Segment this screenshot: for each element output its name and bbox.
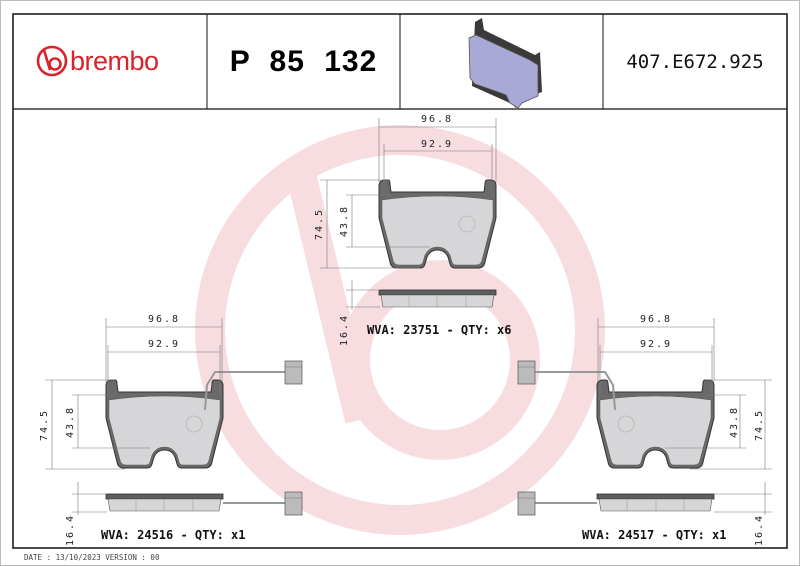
part-number: P 85 132 bbox=[229, 44, 378, 78]
left-width-outer: 96.8 bbox=[148, 314, 180, 325]
left-width-inner: 92.9 bbox=[148, 339, 180, 350]
wear-sensor-icon bbox=[535, 371, 616, 504]
right-height-friction: 43.8 bbox=[729, 406, 740, 438]
brembo-logo-icon bbox=[36, 45, 68, 77]
left-pad-drawing: 96.8 92.9 74.5 43.8 16.4 bbox=[39, 314, 303, 546]
brand-cell: brembo bbox=[70, 14, 207, 109]
top-width-inner: 92.9 bbox=[421, 139, 453, 150]
left-height-total: 74.5 bbox=[39, 409, 50, 441]
top-thickness: 16.4 bbox=[339, 314, 350, 346]
product-image bbox=[468, 18, 542, 109]
brand-name: brembo bbox=[70, 46, 159, 76]
reference-cell: 407.E672.925 bbox=[603, 14, 787, 109]
reference-number: 407.E672.925 bbox=[626, 50, 764, 73]
right-width-outer: 96.8 bbox=[640, 314, 672, 325]
top-pad-drawing: 96.8 92.9 74.5 43.8 16.4 bbox=[314, 114, 497, 346]
top-height-total: 74.5 bbox=[314, 208, 325, 240]
left-pad-label: WVA: 24516 - QTY: x1 bbox=[101, 528, 246, 542]
top-pad-label: WVA: 23751 - QTY: x6 bbox=[367, 323, 512, 337]
right-pad-label: WVA: 24517 - QTY: x1 bbox=[582, 528, 727, 542]
top-width-outer: 96.8 bbox=[421, 114, 453, 125]
part-number-cell: P 85 132 bbox=[207, 14, 400, 109]
right-height-total: 74.5 bbox=[754, 409, 765, 441]
right-pad-drawing: 96.8 92.9 74.5 43.8 16.4 bbox=[517, 314, 772, 546]
left-height-friction: 43.8 bbox=[65, 406, 76, 438]
footer-date-version: DATE : 13/10/2023 VERSION : 00 bbox=[24, 553, 160, 562]
top-height-friction: 43.8 bbox=[339, 205, 350, 237]
wear-sensor-icon bbox=[204, 371, 285, 504]
right-thickness: 16.4 bbox=[754, 514, 765, 546]
left-thickness: 16.4 bbox=[65, 514, 76, 546]
right-width-inner: 92.9 bbox=[640, 339, 672, 350]
brembo-watermark-icon bbox=[195, 125, 605, 535]
